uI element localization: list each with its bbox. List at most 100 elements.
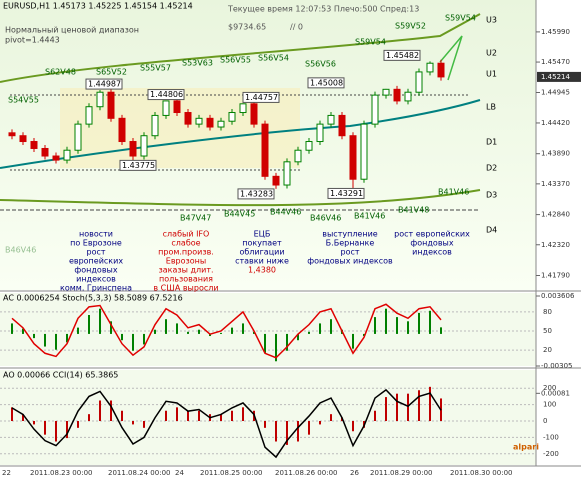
time-label: 26	[350, 469, 359, 477]
candle-body	[404, 91, 412, 102]
candle-body	[393, 88, 401, 102]
candle-body	[371, 94, 379, 125]
time-label: 2011.08.23 00:00	[30, 469, 92, 477]
range-note: Нормальный ценовой диапазон	[5, 26, 139, 35]
annotation: ставки ниже	[235, 257, 289, 266]
candle-body	[283, 161, 291, 186]
lower-band	[0, 189, 481, 207]
current-price-box	[537, 71, 581, 82]
candle-body	[239, 103, 247, 114]
annotation: новости	[79, 230, 113, 239]
annotation: индексов	[76, 275, 116, 284]
time-label: 2011.08.26 00:00	[275, 469, 337, 477]
candle-body	[426, 62, 434, 73]
price-label: 1.43291	[330, 189, 363, 198]
level-label: U3	[486, 16, 497, 25]
signal-label: S54V55	[8, 96, 39, 105]
price-label: 1.44806	[150, 90, 183, 99]
moving-average	[0, 99, 481, 169]
y-tick-label: 0.00081	[541, 389, 570, 397]
account: $9734.65	[228, 23, 266, 32]
candle-body	[85, 106, 93, 125]
candle-body	[52, 155, 60, 161]
signal-label: S59V52	[395, 22, 426, 31]
candle-body	[360, 123, 368, 180]
candle-body	[184, 112, 192, 125]
y-tick-label: 1.42840	[541, 211, 570, 219]
price-label: 1.45482	[386, 51, 419, 60]
annotation: Б.Бернанке	[326, 239, 375, 248]
level-label: D3	[486, 191, 497, 200]
candle-body	[250, 103, 258, 125]
candle-body	[118, 117, 126, 143]
y-tick-label: 1.41790	[541, 272, 570, 280]
annotation: европейских	[69, 257, 123, 266]
price-label-box	[119, 159, 157, 171]
price-label-box	[307, 77, 345, 89]
y2-tick-label: 100	[543, 401, 556, 409]
candle-body	[349, 135, 357, 180]
signal-label: S59V54	[355, 38, 386, 47]
signal-label: B41V48	[398, 206, 429, 215]
time-label: 2011.08.30 00:00	[450, 469, 512, 477]
candle-body	[415, 71, 423, 93]
annotation: слабый IFO	[163, 230, 210, 239]
annotation: 1,4380	[248, 266, 276, 275]
annotation: рост	[340, 248, 359, 257]
candle-body	[382, 88, 390, 96]
chart-title: EURUSD,H1 1.45173 1.45225 1.45154 1.4521…	[3, 2, 193, 11]
annotation: фондовых индексов	[307, 257, 393, 266]
candle-body	[206, 117, 214, 128]
time-label: 2011.08.24 00:00	[108, 469, 170, 477]
candle-body	[327, 114, 335, 125]
price-label-box	[85, 78, 123, 90]
y2-tick-label: 50	[543, 327, 552, 335]
broker: alpari	[513, 443, 539, 452]
price-label-box	[327, 187, 365, 199]
y-tick-label: 1.42320	[541, 241, 570, 249]
y2-tick-label: -200	[543, 450, 559, 458]
annotation: комм. Гринспена	[60, 284, 132, 293]
current-price: 1.45214	[541, 73, 570, 81]
ac-title: AC 0.0006254 Stoch(5,3,3) 58.5089 67.521…	[3, 294, 183, 303]
level-label: U1	[486, 70, 497, 79]
candle-body	[437, 62, 445, 78]
candle-body	[63, 149, 71, 161]
annotation: слабое	[171, 239, 200, 248]
candle-body	[272, 175, 280, 186]
candle-body	[316, 123, 324, 143]
annotation: фондовых	[74, 266, 117, 275]
annotation: в США выросли	[153, 284, 218, 293]
annotation: пром.произв.	[158, 248, 214, 257]
price-label: 1.43775	[122, 161, 155, 170]
candle-body	[140, 135, 148, 157]
status: Текущее время 12:07:53 Плечо:500 Спред:1…	[227, 5, 419, 14]
candle-body	[41, 147, 49, 157]
y2-tick-label: 200	[543, 384, 556, 392]
annotation: фондовых	[410, 239, 453, 248]
pivot: pivot=1.4443	[5, 36, 60, 45]
annotation: ЕЦБ	[254, 230, 271, 239]
indicator-line	[11, 388, 442, 459]
candle-body	[294, 149, 302, 163]
y2-tick-label: 80	[543, 308, 552, 316]
annotation: по Еврозоне	[70, 239, 122, 248]
annotation: рост европейских	[394, 230, 470, 239]
ao-title: AO 0.00066 CCI(14) 65.3865	[3, 371, 118, 380]
y-tick-label: 1.45470	[541, 58, 570, 66]
candle-body	[162, 100, 170, 116]
annotation: Еврозоны	[166, 257, 206, 266]
candle-body	[173, 100, 181, 114]
price-label-box	[237, 188, 275, 200]
upper-band	[0, 13, 481, 83]
level-label: U2	[486, 49, 497, 58]
candle-body	[107, 91, 115, 119]
signal-label: B41V46	[354, 212, 385, 221]
candle-body	[129, 141, 137, 157]
candle-body	[261, 123, 269, 177]
price-label: 1.44757	[245, 93, 278, 102]
candle-body	[8, 132, 16, 137]
candle-body	[195, 117, 203, 125]
bands	[0, 13, 481, 211]
